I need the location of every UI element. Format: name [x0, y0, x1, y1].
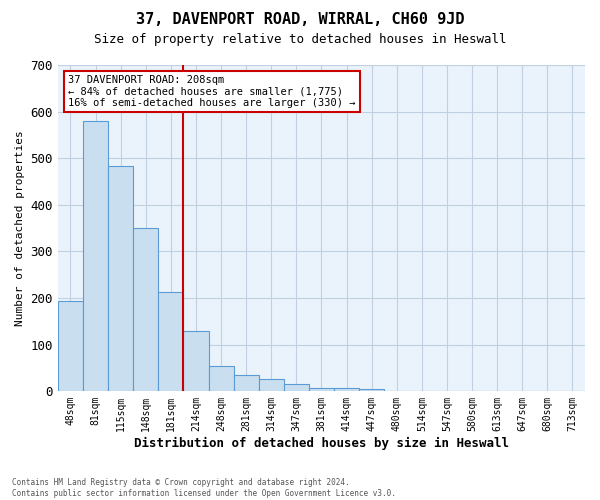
- Text: Size of property relative to detached houses in Heswall: Size of property relative to detached ho…: [94, 32, 506, 46]
- Text: 37, DAVENPORT ROAD, WIRRAL, CH60 9JD: 37, DAVENPORT ROAD, WIRRAL, CH60 9JD: [136, 12, 464, 28]
- Y-axis label: Number of detached properties: Number of detached properties: [15, 130, 25, 326]
- Bar: [184, 330, 209, 392]
- Bar: [233, 375, 259, 392]
- Bar: [334, 388, 359, 392]
- Bar: [58, 302, 83, 392]
- Bar: [158, 292, 184, 392]
- Bar: [209, 366, 233, 392]
- Bar: [83, 121, 108, 392]
- Bar: [284, 384, 309, 392]
- X-axis label: Distribution of detached houses by size in Heswall: Distribution of detached houses by size …: [134, 437, 509, 450]
- Text: Contains HM Land Registry data © Crown copyright and database right 2024.
Contai: Contains HM Land Registry data © Crown c…: [12, 478, 396, 498]
- Bar: [309, 388, 334, 392]
- Bar: [259, 378, 284, 392]
- Text: 37 DAVENPORT ROAD: 208sqm
← 84% of detached houses are smaller (1,775)
16% of se: 37 DAVENPORT ROAD: 208sqm ← 84% of detac…: [68, 75, 356, 108]
- Bar: [133, 228, 158, 392]
- Bar: [359, 389, 384, 392]
- Bar: [108, 166, 133, 392]
